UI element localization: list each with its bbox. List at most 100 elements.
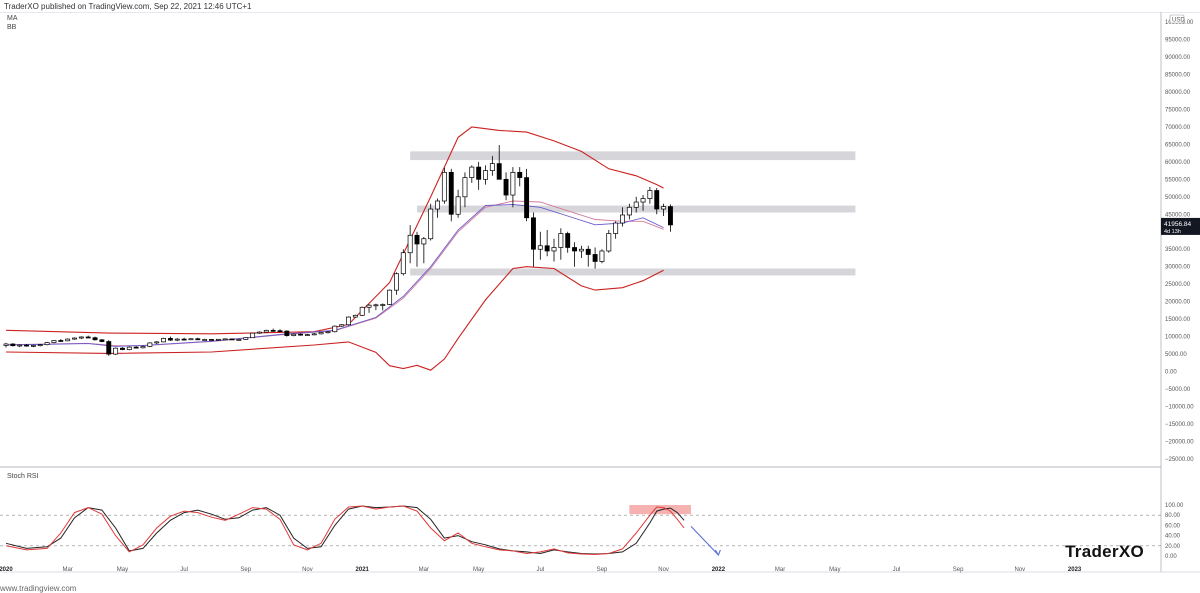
candle-body (414, 234, 420, 245)
price-tick-label: 50000.00 (1165, 195, 1191, 201)
candle-body (126, 346, 132, 350)
candle-body (161, 338, 166, 343)
candle-body (510, 171, 516, 196)
candle-70 (483, 165, 488, 185)
candle-19 (133, 346, 139, 349)
candle-22 (154, 341, 160, 344)
candle-39 (270, 328, 276, 332)
candle-body (620, 214, 625, 224)
stoch-tick-label: 80.00 (1165, 513, 1181, 519)
candle-body (167, 338, 173, 341)
candle-30 (209, 339, 214, 341)
indicator-ma-label[interactable]: MA (7, 15, 18, 22)
candle-body (202, 339, 208, 341)
time-axis-label: May (473, 567, 484, 573)
candle-body (359, 306, 365, 316)
candle-body (154, 341, 160, 344)
candle-52 (359, 306, 365, 317)
current-price-text: 41956.84 (1164, 221, 1191, 228)
candle-85 (585, 245, 591, 267)
candle-body (647, 190, 653, 199)
candle-23 (161, 337, 166, 343)
candle-body (400, 252, 406, 275)
candle-82 (565, 231, 571, 253)
candle-body (462, 177, 468, 198)
currency-badge[interactable] (1169, 14, 1185, 24)
candle-body (106, 341, 112, 355)
candle-33 (229, 338, 235, 341)
time-axis-label: Mar (62, 567, 72, 573)
candle-body (318, 332, 324, 335)
candle-60 (414, 231, 420, 267)
top-border (0, 12, 1200, 13)
candle-51 (352, 314, 358, 318)
candle-34 (236, 338, 242, 341)
candle-body (455, 196, 461, 215)
candle-body (188, 338, 194, 341)
bb-lower-line (5, 266, 664, 371)
candle-5 (37, 343, 43, 347)
time-axis-label: 2021 (356, 567, 370, 573)
candle-68 (469, 165, 475, 183)
candle-body (373, 304, 379, 307)
candle-63 (435, 198, 441, 218)
price-tick-label: 0.00 (1165, 370, 1177, 376)
candle-body (366, 304, 372, 308)
candle-body (606, 233, 612, 252)
candle-35 (243, 337, 249, 340)
candle-body (565, 233, 571, 248)
candle-49 (339, 324, 345, 327)
candle-body (387, 289, 393, 305)
candle-12 (85, 335, 91, 339)
candle-65 (448, 168, 454, 222)
candle-59 (407, 225, 413, 264)
candle-body (10, 343, 16, 347)
candle-body (435, 200, 441, 210)
candle-body (257, 331, 262, 334)
candle-92 (633, 196, 639, 213)
candle-81 (558, 228, 564, 260)
candle-67 (462, 172, 468, 208)
candle-body (640, 198, 646, 203)
candle-body (476, 166, 482, 180)
price-tick-label: 90000.00 (1165, 55, 1191, 61)
candle-93 (640, 195, 646, 211)
candle-body (113, 347, 119, 355)
candle-body (483, 170, 488, 180)
currency-label: USD (1172, 18, 1185, 24)
indicator-bb-label[interactable]: BB (7, 24, 17, 31)
candle-body (181, 338, 187, 341)
candle-50 (346, 316, 351, 326)
candle-body (263, 329, 269, 333)
candle-body (626, 206, 632, 216)
time-axis-label: Jul (536, 567, 544, 573)
stoch-rsi-label[interactable]: Stoch RSI (7, 473, 39, 480)
candle-77 (530, 212, 536, 267)
candle-78 (537, 231, 543, 260)
candle-29 (202, 338, 208, 341)
price-tick-label: 65000.00 (1165, 142, 1191, 148)
candle-47 (325, 331, 331, 334)
candle-73 (503, 172, 509, 201)
candle-61 (421, 237, 427, 264)
candle-96 (661, 203, 667, 217)
candle-21 (147, 342, 153, 348)
candle-body (119, 347, 125, 350)
candle-71 (489, 155, 495, 176)
candle-body (284, 330, 290, 336)
candle-25 (174, 338, 180, 342)
candle-86 (592, 247, 598, 269)
candle-body (352, 314, 358, 318)
candle-body (222, 338, 228, 341)
candle-body (229, 338, 235, 341)
candle-0 (3, 342, 9, 348)
candle-27 (188, 338, 194, 341)
candle-88 (606, 230, 612, 253)
candle-40 (277, 329, 283, 333)
price-tick-label: 55000.00 (1165, 177, 1191, 183)
candle-body (599, 250, 605, 262)
candle-body (407, 234, 413, 254)
time-axis-label: Sep (240, 567, 251, 573)
stoch-tick-label: 100.00 (1165, 503, 1184, 509)
